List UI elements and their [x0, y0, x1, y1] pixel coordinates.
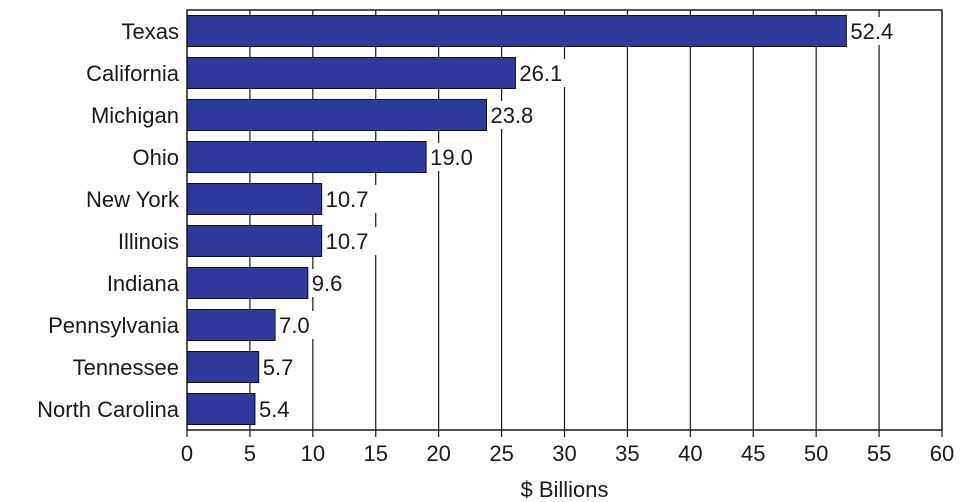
category-label: Illinois	[118, 229, 179, 254]
x-tick-label: 60	[930, 441, 954, 466]
bar	[186, 183, 323, 215]
x-tick-label: 45	[741, 441, 765, 466]
x-tick-label: 15	[364, 441, 388, 466]
x-tick-label: 25	[489, 441, 513, 466]
data-label: 52.4	[850, 19, 893, 44]
data-label: 5.4	[259, 397, 290, 422]
x-tick-label: 40	[678, 441, 702, 466]
category-label: Michigan	[91, 103, 179, 128]
data-label-background	[322, 185, 379, 213]
x-axis-ticks: 0 5 10 15 20 25 30 35 40 45 50 55 60	[181, 430, 954, 466]
bar	[186, 351, 260, 383]
x-tick-label: 10	[301, 441, 325, 466]
category-label: Tennessee	[73, 355, 179, 380]
category-label: New York	[86, 187, 180, 212]
x-tick-label: 20	[426, 441, 450, 466]
x-tick-label: 55	[867, 441, 891, 466]
category-label: Texas	[122, 19, 179, 44]
data-label-background	[322, 227, 379, 255]
data-label: 10.7	[326, 187, 369, 212]
data-label: 9.6	[312, 271, 343, 296]
data-label: 19.0	[430, 145, 473, 170]
bar	[186, 267, 309, 299]
category-label: California	[86, 61, 180, 86]
x-tick-label: 5	[244, 441, 256, 466]
bar	[186, 393, 256, 425]
category-label: Pennsylvania	[48, 313, 180, 338]
data-label-background	[487, 101, 544, 129]
x-axis-title: $ Billions	[520, 477, 608, 502]
bar	[186, 57, 516, 89]
data-label-background	[259, 353, 304, 381]
category-label: North Carolina	[37, 397, 180, 422]
data-label-background	[847, 17, 904, 45]
x-tick-label: 50	[804, 441, 828, 466]
data-label-background	[516, 59, 573, 87]
category-label: Ohio	[133, 145, 179, 170]
x-tick-label: 35	[615, 441, 639, 466]
data-label-background	[308, 269, 353, 297]
x-tick-label: 30	[552, 441, 576, 466]
data-label: 23.8	[490, 103, 533, 128]
bar	[186, 225, 323, 257]
data-label: 26.1	[519, 61, 562, 86]
category-label: Indiana	[107, 271, 180, 296]
data-label: 10.7	[326, 229, 369, 254]
x-tick-label: 0	[181, 441, 193, 466]
data-label: 7.0	[279, 313, 310, 338]
data-label: 5.7	[263, 355, 294, 380]
labels-layer: Texas 52.4 California 26.1 Michigan 23.8 Ohio 1…	[37, 17, 904, 423]
data-label-background	[276, 311, 320, 339]
bar	[186, 309, 276, 341]
bar	[186, 141, 427, 173]
data-label-background	[427, 143, 484, 171]
bar	[186, 15, 847, 47]
data-label-background	[255, 395, 300, 423]
bar	[186, 99, 487, 131]
